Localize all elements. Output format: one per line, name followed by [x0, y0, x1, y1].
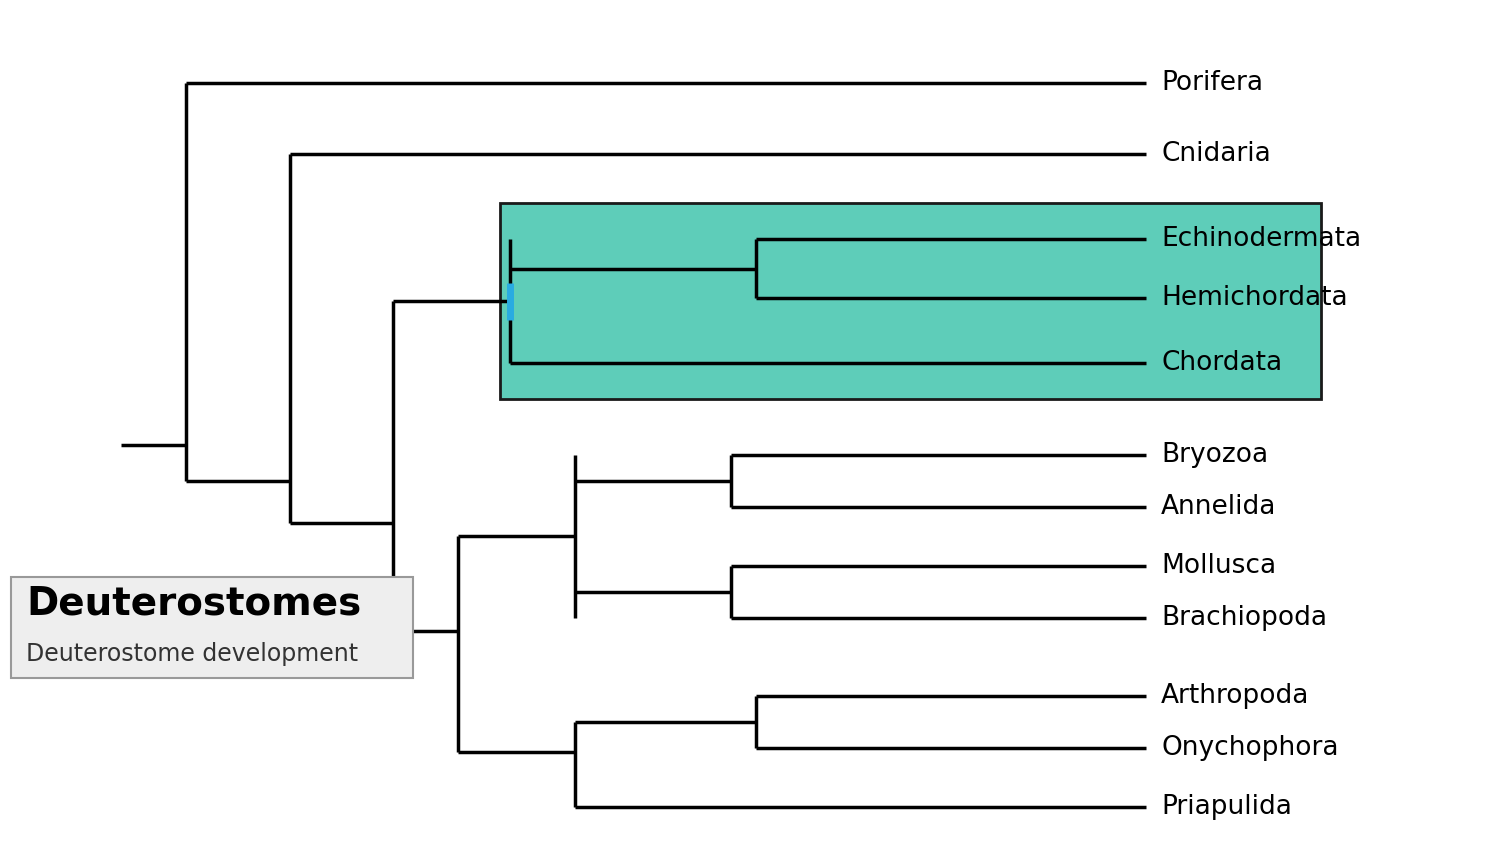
Text: Deuterostomes: Deuterostomes [26, 585, 361, 623]
Text: Brachiopoda: Brachiopoda [1161, 605, 1328, 630]
Text: Chordata: Chordata [1161, 350, 1282, 376]
Text: Bryozoa: Bryozoa [1161, 441, 1269, 468]
Text: Cnidaria: Cnidaria [1161, 141, 1270, 167]
Text: Onychophora: Onychophora [1161, 735, 1338, 761]
Text: Mollusca: Mollusca [1161, 553, 1276, 579]
Text: Echinodermata: Echinodermata [1161, 226, 1362, 252]
FancyBboxPatch shape [10, 576, 412, 678]
Text: Porifera: Porifera [1161, 69, 1263, 95]
Text: Annelida: Annelida [1161, 494, 1276, 520]
Text: Deuterostome development: Deuterostome development [26, 642, 358, 666]
FancyBboxPatch shape [500, 203, 1320, 399]
Text: Hemichordata: Hemichordata [1161, 285, 1348, 311]
Text: Arthropoda: Arthropoda [1161, 683, 1310, 709]
Text: Priapulida: Priapulida [1161, 794, 1292, 820]
